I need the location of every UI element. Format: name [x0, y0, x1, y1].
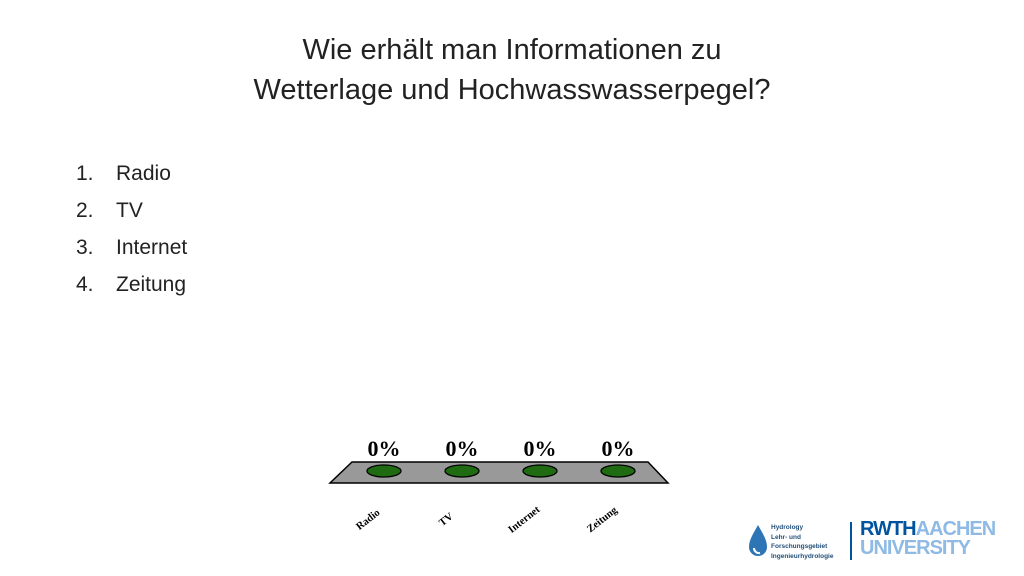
list-item: 1. Radio	[76, 155, 187, 192]
hydrology-line: Lehr- und	[771, 533, 801, 541]
category-label: Radio	[354, 507, 382, 532]
answer-options-list: 1. Radio 2. TV 3. Internet 4. Zeitung	[76, 155, 187, 303]
hydrology-line: Forschungsgebiet	[771, 543, 828, 550]
list-item: 2. TV	[76, 192, 187, 229]
option-label: Radio	[116, 162, 171, 185]
value-label: 0%	[524, 436, 557, 461]
rwth-aachen-logo: RWTHAACHEN UNIVERSITY	[860, 518, 997, 559]
category-label: TV	[437, 511, 456, 529]
value-label: 0%	[446, 436, 479, 461]
bar-zeitung	[600, 464, 636, 478]
option-number: 1.	[76, 162, 94, 185]
value-label: 0%	[602, 436, 635, 461]
logo-divider	[850, 522, 852, 560]
list-item: 3. Internet	[76, 229, 187, 266]
aachen-text: AACHEN	[915, 518, 997, 540]
bar-internet	[522, 464, 558, 478]
list-item: 4. Zeitung	[76, 266, 187, 303]
hydrology-logo: Hydrology Lehr- und Forschungsgebiet Ing…	[747, 522, 847, 562]
university-text: UNIVERSITY	[860, 537, 971, 559]
slide-title-line-2: Wetterlage und Hochwasswasserpegel?	[253, 74, 771, 106]
category-label: Zeitung	[585, 504, 620, 535]
option-label: Internet	[116, 236, 188, 259]
option-number: 2.	[76, 199, 94, 222]
option-label: TV	[116, 199, 143, 222]
rwth-text: RWTH	[860, 518, 917, 540]
water-drop-icon	[749, 525, 767, 556]
category-label: Internet	[507, 504, 543, 536]
slide-title: Wie erhält man Informationen zu Wetterla…	[0, 30, 1024, 110]
chart-floor	[328, 461, 670, 484]
bar-tv	[444, 464, 480, 478]
option-label: Zeitung	[116, 273, 187, 296]
hydrology-line: Ingenieurhydrologie	[771, 552, 834, 560]
slide-title-line-1: Wie erhält man Informationen zu	[302, 34, 722, 66]
option-number: 4.	[76, 273, 94, 296]
value-label: 0%	[368, 436, 401, 461]
hydrology-logo-text: Hydrology Lehr- und Forschungsgebiet Ing…	[771, 523, 833, 561]
bar-radio	[366, 464, 402, 478]
option-number: 3.	[76, 236, 94, 259]
hydrology-line: Hydrology	[771, 524, 804, 531]
